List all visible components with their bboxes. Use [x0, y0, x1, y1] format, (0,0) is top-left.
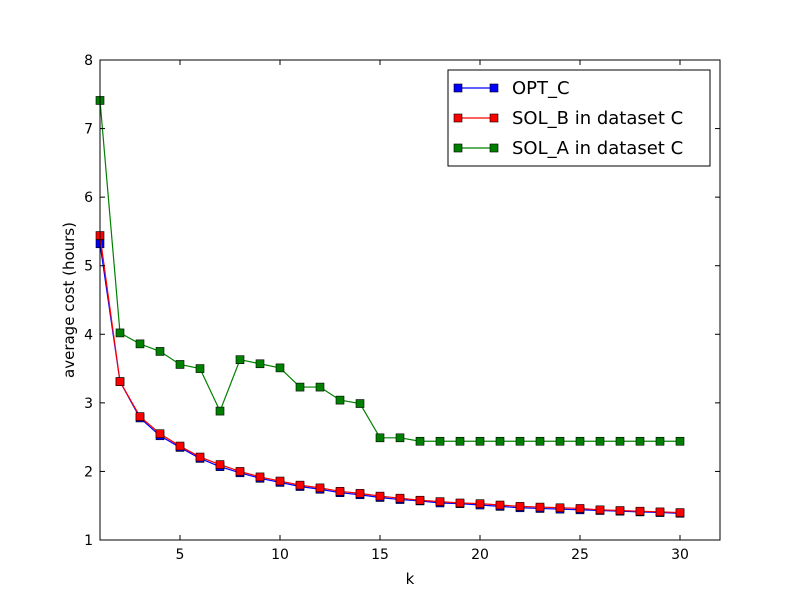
data-point: [375, 491, 385, 501]
data-point: [655, 436, 665, 446]
data-point: [355, 399, 365, 408]
legend-label: SOL_B in dataset C: [512, 108, 683, 129]
data-point: [115, 328, 125, 338]
data-point: [495, 436, 505, 446]
data-point: [415, 495, 425, 505]
data-point: [515, 436, 525, 446]
y-tick-label: 8: [84, 53, 93, 69]
legend-marker: [453, 83, 463, 93]
plot-frame: [99, 59, 721, 541]
data-point: [135, 412, 145, 421]
legend-marker: [489, 83, 499, 93]
data-point: [415, 436, 425, 446]
data-point: [295, 382, 305, 392]
data-point: [595, 436, 605, 446]
legend-marker: [453, 143, 463, 153]
y-tick-label: 3: [84, 396, 93, 412]
data-point: [275, 363, 285, 373]
data-point: [155, 347, 165, 356]
data-point: [535, 502, 545, 512]
data-point: [515, 502, 525, 511]
data-point: [615, 436, 625, 446]
data-point: [435, 436, 445, 446]
data-point: [455, 498, 465, 508]
data-point: [275, 476, 285, 486]
data-point: [195, 364, 205, 373]
data-point: [175, 441, 185, 451]
data-point: [475, 499, 485, 508]
data-point: [555, 503, 565, 513]
y-tick-label: 4: [84, 327, 93, 343]
y-axis-label: average cost (hours): [60, 222, 78, 378]
data-point: [255, 359, 265, 369]
data-point: [395, 493, 405, 503]
legend-marker: [453, 113, 463, 123]
y-tick-label: 5: [84, 259, 93, 275]
data-point: [475, 436, 485, 446]
data-point: [315, 382, 325, 392]
x-tick-label: 5: [176, 547, 185, 563]
y-tick-label: 1: [84, 533, 93, 549]
x-tick-label: 25: [571, 547, 589, 563]
data-point: [675, 436, 685, 446]
data-point: [155, 429, 165, 439]
data-point: [615, 506, 625, 515]
data-point: [255, 472, 265, 482]
y-tick-label: 6: [84, 190, 93, 206]
x-axis-label: k: [406, 570, 415, 588]
data-point: [595, 505, 605, 515]
data-point: [555, 436, 565, 446]
data-point: [335, 487, 345, 496]
legend-label: OPT_C: [512, 78, 570, 99]
data-point: [315, 483, 325, 493]
data-point: [355, 489, 365, 498]
y-tick-label: 7: [84, 122, 93, 138]
data-point: [215, 460, 225, 469]
series-2: [95, 96, 685, 446]
data-point: [575, 504, 585, 513]
series-layer: [95, 96, 685, 518]
data-point: [575, 436, 585, 446]
series-1: [95, 231, 685, 517]
data-point: [295, 480, 305, 490]
data-point: [375, 433, 385, 443]
data-point: [235, 355, 245, 364]
data-point: [115, 377, 125, 386]
x-tick-label: 30: [671, 547, 689, 563]
legend-label: SOL_A in dataset C: [512, 138, 683, 159]
data-point: [435, 497, 445, 506]
data-point: [635, 506, 645, 516]
data-point: [635, 436, 645, 446]
data-point: [395, 433, 405, 443]
legend: OPT_C SOL_B in dataset C SOL_A in dataset …: [447, 69, 711, 167]
data-point: [675, 508, 685, 517]
data-point: [175, 360, 185, 369]
y-tick-label: 2: [84, 464, 93, 480]
x-tick-label: 20: [471, 547, 489, 563]
data-point: [215, 406, 225, 416]
legend-marker: [489, 143, 499, 153]
data-point: [135, 339, 145, 349]
x-tick-label: 15: [371, 547, 389, 563]
data-point: [195, 452, 205, 462]
data-point: [495, 500, 505, 510]
data-point: [535, 436, 545, 446]
data-point: [235, 467, 245, 476]
x-tick-label: 10: [271, 547, 289, 563]
ticks-layer: 5 10 15 20 25 30 1 2 3 4 5 6 7 8: [84, 53, 720, 563]
legend-marker: [489, 113, 499, 123]
data-point: [335, 395, 345, 405]
data-point: [655, 507, 665, 517]
data-point: [455, 436, 465, 446]
